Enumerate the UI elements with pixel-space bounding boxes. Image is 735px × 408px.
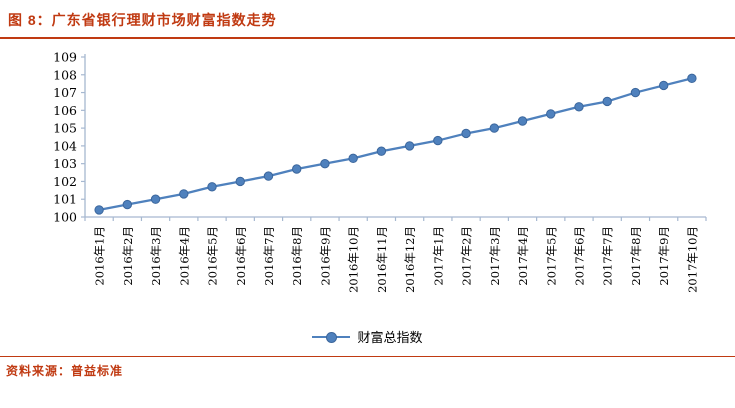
y-tick-label: 108 (53, 67, 77, 82)
x-tick-label: 2016年10月 (347, 226, 361, 293)
x-tick-label: 2016年1月 (93, 226, 107, 286)
x-tick-label: 2016年9月 (318, 226, 332, 286)
legend-label: 财富总指数 (357, 330, 423, 345)
x-tick-label: 2017年1月 (431, 226, 445, 286)
y-tick-label: 103 (53, 156, 77, 171)
data-point (574, 102, 584, 112)
x-tick-label: 2017年10月 (685, 226, 699, 293)
top-divider (0, 37, 735, 39)
data-point (320, 158, 330, 169)
data-point (687, 73, 697, 84)
data-point (235, 176, 245, 187)
source-note: 资料来源：普益标准 (6, 364, 124, 378)
data-point (517, 116, 528, 126)
data-point (404, 141, 415, 151)
data-point (179, 189, 189, 199)
y-tick-label: 101 (53, 192, 77, 207)
y-tick-label: 102 (53, 174, 77, 189)
x-tick-label: 2017年2月 (460, 226, 474, 286)
data-point (658, 80, 669, 91)
data-point (122, 199, 133, 210)
x-tick-label: 2017年4月 (516, 226, 530, 286)
x-tick-label: 2017年9月 (657, 226, 671, 286)
legend: 财富总指数 (0, 327, 735, 346)
data-point (263, 171, 274, 181)
x-tick-label: 2016年12月 (403, 226, 417, 293)
y-tick-label: 109 (53, 50, 77, 65)
x-tick-label: 2016年7月 (262, 226, 276, 286)
x-tick-label: 2017年3月 (488, 226, 502, 286)
x-tick-label: 2016年2月 (121, 226, 135, 286)
x-tick-label: 2016年4月 (177, 226, 191, 286)
y-tick-label: 107 (53, 85, 77, 100)
legend-series-marker-icon (312, 331, 351, 343)
x-tick-label: 2017年5月 (544, 226, 558, 286)
legend-dot-icon (326, 331, 338, 343)
data-point (207, 182, 217, 192)
data-point (150, 194, 161, 204)
x-tick-label: 2017年6月 (572, 226, 586, 286)
data-point (489, 123, 499, 133)
x-tick-label: 2017年8月 (629, 226, 643, 286)
series-line (97, 77, 694, 212)
y-tick-label: 100 (53, 210, 77, 225)
x-tick-label: 2016年3月 (149, 226, 163, 286)
wealth-index-line-chart: 100 101 102 103 104 105 106 107 108 109 2016年1月 201… (53, 50, 707, 293)
bottom-divider (0, 356, 735, 357)
x-tick-label: 2016年8月 (290, 226, 304, 286)
data-point (292, 164, 302, 174)
y-tick-label: 106 (53, 103, 77, 118)
y-tick-label: 104 (53, 138, 77, 153)
data-point (376, 146, 387, 156)
data-point (433, 135, 443, 146)
data-point (546, 109, 556, 119)
x-tick-label: 2016年5月 (206, 226, 220, 286)
x-tick-label: 2016年6月 (234, 226, 248, 286)
data-point (630, 87, 641, 98)
data-point (348, 153, 358, 164)
data-point (461, 128, 471, 139)
y-tick-label: 105 (53, 121, 77, 136)
data-point (602, 96, 612, 107)
x-tick-label: 2016年11月 (375, 226, 389, 293)
data-point (94, 205, 104, 215)
figure-title: 图 8：广东省银行理财市场财富指数走势 (8, 12, 277, 28)
x-tick-label: 2017年7月 (601, 226, 615, 286)
